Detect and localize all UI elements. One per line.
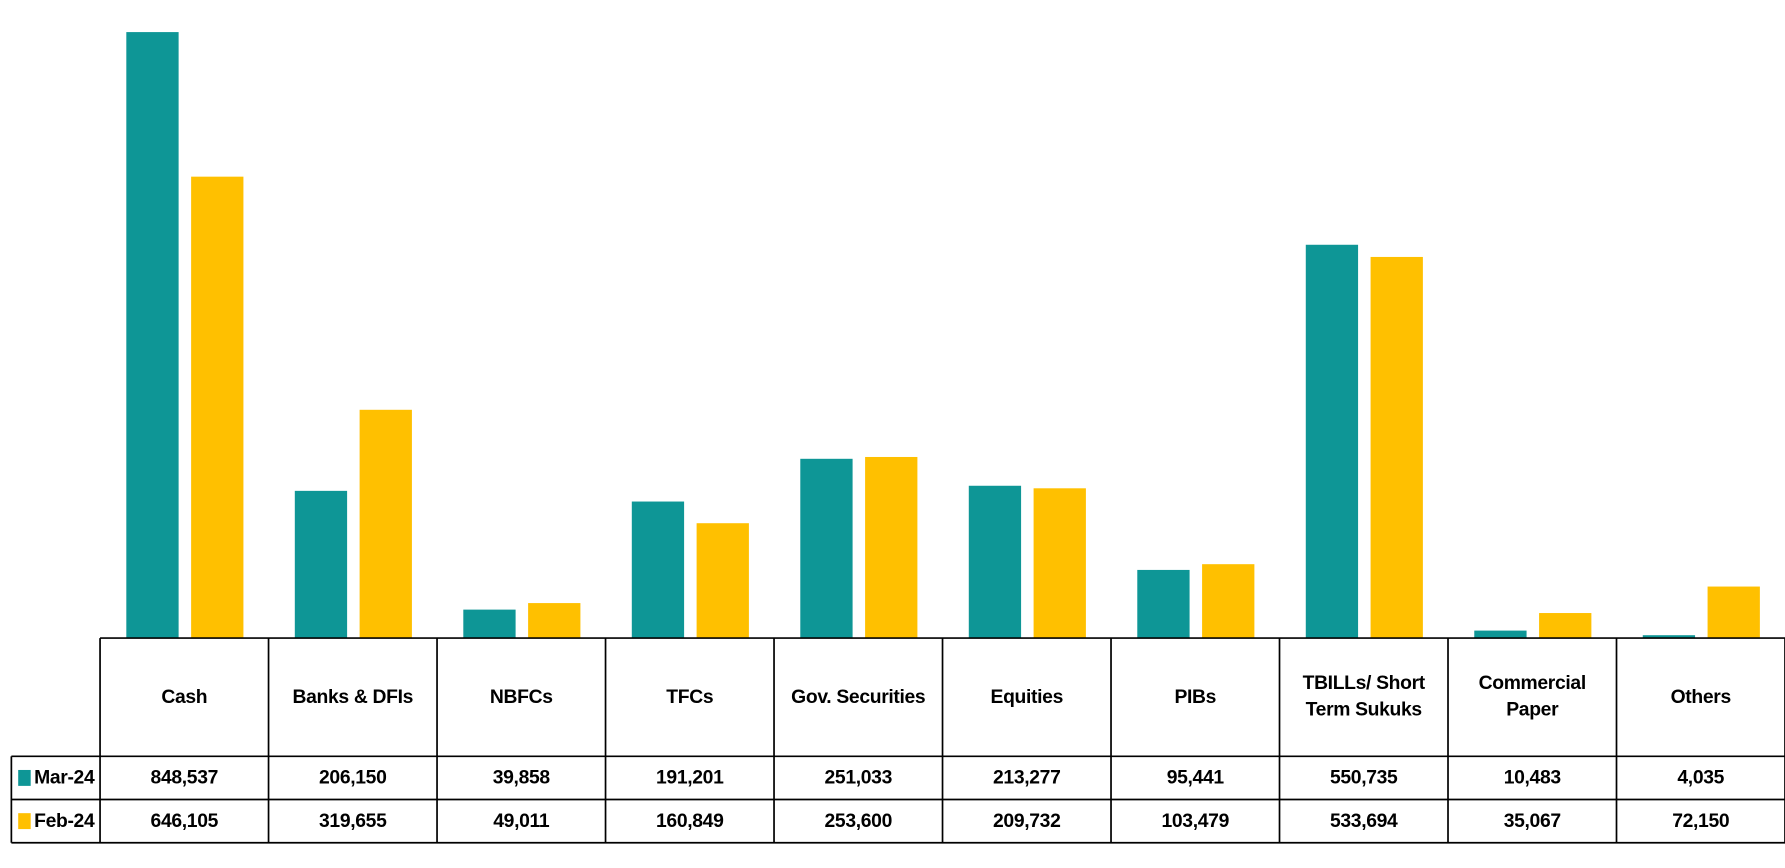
- bar: [1707, 586, 1760, 639]
- legend-swatch: [18, 769, 31, 786]
- value-label-cell: 253,600: [824, 809, 893, 831]
- value-label-cell: 160,849: [656, 809, 724, 831]
- value-label-cell: 550,735: [1329, 766, 1398, 788]
- bar: [1642, 635, 1696, 639]
- value-label: 160,849: [656, 809, 724, 831]
- bar: [1474, 630, 1527, 639]
- legend-label-cell: Mar-24: [11, 756, 100, 799]
- value-label: 251,033: [824, 766, 893, 788]
- value-label: 253,600: [824, 809, 893, 831]
- bar: [191, 176, 244, 639]
- category-label-cell: PIBs: [1174, 685, 1217, 707]
- bar: [1033, 488, 1086, 639]
- value-label-cell: 191,201: [656, 766, 724, 788]
- category-label-cell: TFCs: [666, 685, 714, 707]
- legend-label: Feb-24: [34, 809, 95, 831]
- value-label-cell: 213,277: [993, 766, 1061, 788]
- legend-label-cell: Feb-24: [11, 800, 100, 843]
- value-label: 209,732: [993, 809, 1061, 831]
- category-label: Equities: [990, 685, 1064, 707]
- value-label-cell: 4,035: [1677, 766, 1725, 788]
- category-label-cell: Others: [1670, 685, 1732, 707]
- category-label: Commercial Paper: [1478, 672, 1587, 720]
- bar: [528, 603, 581, 639]
- bar: [1539, 613, 1592, 639]
- category-label-cell: Equities: [990, 685, 1064, 707]
- value-label-cell: 319,655: [319, 809, 387, 831]
- value-label-cell: 10,483: [1503, 766, 1561, 788]
- legend-label-wrap: Feb-24: [11, 800, 100, 843]
- value-label-cell: 72,150: [1672, 809, 1730, 831]
- category-label: TBILLs/ Short Term Sukuks: [1302, 672, 1426, 720]
- value-label: 95,441: [1166, 766, 1224, 788]
- value-label-cell: 49,011: [493, 809, 550, 831]
- category-label-cell: Banks & DFIs: [292, 685, 414, 707]
- value-label-cell: 533,694: [1329, 809, 1398, 831]
- value-label-cell: 646,105: [150, 809, 219, 831]
- bar: [1137, 569, 1190, 639]
- value-label: 10,483: [1503, 766, 1561, 788]
- category-label: Gov. Securities: [791, 685, 926, 707]
- bar: [463, 609, 516, 639]
- value-label: 533,694: [1329, 809, 1398, 831]
- value-label: 72,150: [1672, 809, 1730, 831]
- value-label-cell: 35,067: [1503, 809, 1561, 831]
- category-label-cell: NBFCs: [489, 685, 553, 707]
- value-label: 103,479: [1161, 809, 1229, 831]
- bar: [631, 501, 685, 639]
- value-label-cell: 848,537: [150, 766, 219, 788]
- category-label: Banks & DFIs: [292, 685, 414, 707]
- value-label-cell: 206,150: [319, 766, 387, 788]
- category-label-cell: Cash: [161, 685, 208, 707]
- value-label: 213,277: [993, 766, 1061, 788]
- category-label: Cash: [161, 685, 208, 707]
- legend-swatch: [18, 813, 31, 830]
- bar: [865, 456, 918, 639]
- bar: [696, 523, 749, 639]
- value-label-cell: 209,732: [993, 809, 1061, 831]
- bar: [359, 409, 412, 639]
- value-label-cell: 251,033: [824, 766, 893, 788]
- bar: [294, 490, 348, 639]
- value-label-cell: 103,479: [1161, 809, 1229, 831]
- value-label: 550,735: [1329, 766, 1398, 788]
- value-label: 319,655: [319, 809, 387, 831]
- bar: [126, 32, 179, 639]
- category-label: TFCs: [666, 685, 714, 707]
- legend-label: Mar-24: [34, 766, 95, 788]
- category-label: PIBs: [1174, 685, 1217, 707]
- value-label: 35,067: [1503, 809, 1561, 831]
- category-label-cell: TBILLs/ Short Term Sukuks: [1302, 672, 1426, 720]
- bar: [1305, 244, 1359, 639]
- value-label: 646,105: [150, 809, 219, 831]
- category-label-cell: Gov. Securities: [791, 685, 926, 707]
- bar: [1370, 256, 1423, 639]
- category-label-cell: Commercial Paper: [1478, 672, 1587, 720]
- value-label-cell: 95,441: [1166, 766, 1224, 788]
- value-label: 191,201: [656, 766, 724, 788]
- bar: [800, 458, 853, 639]
- legend-label-wrap: Mar-24: [11, 756, 100, 799]
- category-label: Others: [1670, 685, 1732, 707]
- value-label: 39,858: [492, 766, 550, 788]
- bar: [968, 485, 1022, 639]
- value-label: 49,011: [493, 809, 550, 831]
- value-label-cell: 39,858: [492, 766, 550, 788]
- value-label: 4,035: [1677, 766, 1725, 788]
- value-label: 848,537: [150, 766, 219, 788]
- bar: [1202, 564, 1255, 639]
- value-label: 206,150: [319, 766, 387, 788]
- category-label: NBFCs: [489, 685, 553, 707]
